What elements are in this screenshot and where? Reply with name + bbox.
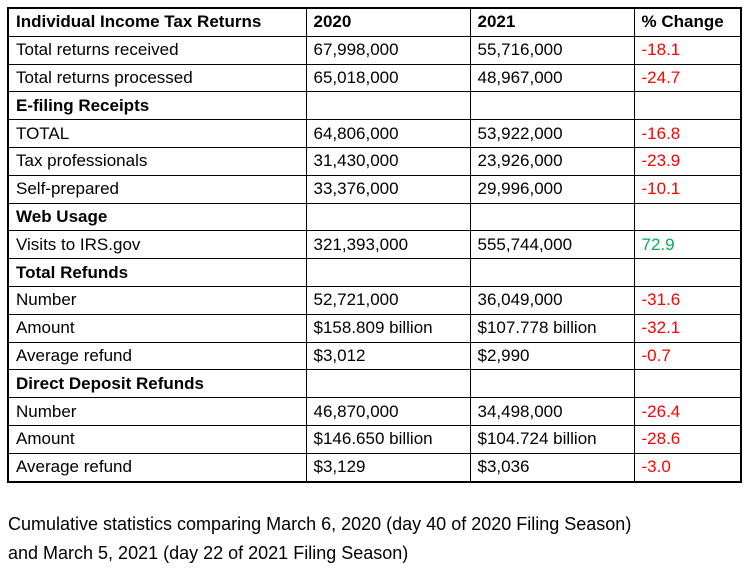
table-row: Visits to IRS.gov 321,393,000 555,744,00… [7,230,742,260]
footnote-line-1: Cumulative statistics comparing March 6,… [8,513,632,534]
table-row: Tax professionals 31,430,000 23,926,000 … [7,146,742,176]
value-2021-cell: 555,744,000 [469,230,635,260]
value-2020-cell [305,91,471,121]
value-2021-cell: 53,922,000 [469,119,635,148]
pct-change-cell: -3.0 [633,452,742,483]
table-row: Self-prepared 33,376,000 29,996,000 -10.… [7,174,742,204]
footnote-line-2: and March 5, 2021 (day 22 of 2021 Filing… [8,542,409,563]
value-2020-cell: $158.809 billion [305,313,471,343]
pct-change-cell: -32.1 [633,313,742,343]
row-label-cell: Self-prepared [7,174,307,204]
row-label-cell: TOTAL [7,119,307,148]
value-2021-cell: 23,926,000 [469,146,635,176]
section-label-cell: Total Refunds [7,258,307,287]
pct-change-cell: -10.1 [633,174,742,204]
value-2020-cell: 52,721,000 [305,285,471,315]
row-label-cell: Number [7,397,307,426]
row-label-cell: Number [7,285,307,315]
value-2020-cell: 67,998,000 [305,35,471,65]
value-2020-cell: 321,393,000 [305,230,471,260]
section-row: Total Refunds [7,258,742,287]
table-row: Average refund $3,012 $2,990 -0.7 [7,341,742,371]
value-2020-cell [305,369,471,399]
header-cell-title: Individual Income Tax Returns [7,7,307,37]
pct-change-cell: -28.6 [633,424,742,454]
header-cell-2020: 2020 [305,7,471,37]
table-row: Number 46,870,000 34,498,000 -26.4 [7,397,742,426]
value-2021-cell: $3,036 [469,452,635,483]
pct-change-cell: -24.7 [633,63,742,93]
value-2021-cell: 29,996,000 [469,174,635,204]
row-label-cell: Total returns received [7,35,307,65]
row-label-cell: Amount [7,313,307,343]
table-row: Amount $158.809 billion $107.778 billion… [7,313,742,343]
pct-change-cell: -31.6 [633,285,742,315]
value-2021-cell: $107.778 billion [469,313,635,343]
value-2020-cell: 65,018,000 [305,63,471,93]
row-label-cell: Total returns processed [7,63,307,93]
pct-change-cell: 72.9 [633,230,742,260]
footnote: Cumulative statistics comparing March 6,… [8,510,748,568]
pct-change-cell [633,369,742,399]
value-2020-cell: $146.650 billion [305,424,471,454]
table-row: TOTAL 64,806,000 53,922,000 -16.8 [7,119,742,148]
pct-change-cell: -0.7 [633,341,742,371]
value-2021-cell [469,91,635,121]
section-label-cell: Direct Deposit Refunds [7,369,307,399]
row-label-cell: Visits to IRS.gov [7,230,307,260]
table-row: Average refund $3,129 $3,036 -3.0 [7,452,742,483]
value-2020-cell [305,258,471,287]
section-label-cell: Web Usage [7,202,307,232]
value-2021-cell: 34,498,000 [469,397,635,426]
value-2021-cell: 48,967,000 [469,63,635,93]
section-row: Web Usage [7,202,742,232]
pct-change-cell [633,202,742,232]
value-2020-cell: $3,012 [305,341,471,371]
value-2021-cell [469,369,635,399]
row-label-cell: Tax professionals [7,146,307,176]
table-row: Amount $146.650 billion $104.724 billion… [7,424,742,454]
value-2021-cell: $104.724 billion [469,424,635,454]
value-2021-cell: $2,990 [469,341,635,371]
pct-change-cell: -18.1 [633,35,742,65]
pct-change-cell: -26.4 [633,397,742,426]
pct-change-cell: -23.9 [633,146,742,176]
row-label-cell: Average refund [7,341,307,371]
section-label-cell: E-filing Receipts [7,91,307,121]
value-2020-cell: 31,430,000 [305,146,471,176]
table-row: Number 52,721,000 36,049,000 -31.6 [7,285,742,315]
header-cell-pct-change: % Change [633,7,742,37]
table-row: Total returns processed 65,018,000 48,96… [7,63,742,93]
header-cell-2021: 2021 [469,7,635,37]
table-row: Total returns received 67,998,000 55,716… [7,35,742,65]
table-header-row: Individual Income Tax Returns 2020 2021 … [7,7,742,37]
value-2020-cell: 46,870,000 [305,397,471,426]
tax-statistics-table: Individual Income Tax Returns 2020 2021 … [7,7,742,483]
section-row: E-filing Receipts [7,91,742,121]
value-2021-cell [469,202,635,232]
value-2020-cell: 64,806,000 [305,119,471,148]
section-row: Direct Deposit Refunds [7,369,742,399]
row-label-cell: Amount [7,424,307,454]
value-2020-cell [305,202,471,232]
value-2020-cell: 33,376,000 [305,174,471,204]
value-2021-cell [469,258,635,287]
value-2021-cell: 55,716,000 [469,35,635,65]
pct-change-cell [633,91,742,121]
pct-change-cell: -16.8 [633,119,742,148]
value-2020-cell: $3,129 [305,452,471,483]
row-label-cell: Average refund [7,452,307,483]
value-2021-cell: 36,049,000 [469,285,635,315]
pct-change-cell [633,258,742,287]
